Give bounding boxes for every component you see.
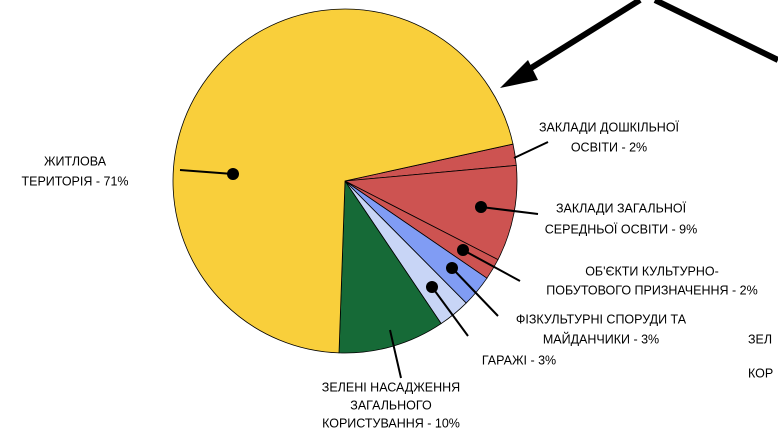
arrow-head: [500, 60, 538, 88]
slice-label: СЕРЕДНЬОЇ ОСВІТИ - 9%: [545, 222, 697, 236]
leader-line: [179, 169, 234, 175]
pie-slice: [338, 179, 442, 354]
slice-label: ЗАКЛАДИ ЗАГАЛЬНОЇ: [556, 201, 687, 215]
leader-dot: [426, 281, 438, 293]
leader-dot: [457, 244, 469, 256]
leader-line: [480, 206, 539, 215]
arrow-shaft: [513, 0, 642, 81]
pie-slice: [172, 8, 514, 354]
slice-label: ТЕРИТОРІЯ - 71%: [21, 174, 128, 188]
leader-line: [431, 286, 469, 337]
slice-label: МАЙДАНЧИКИ - 3%: [543, 331, 659, 346]
slice-label: ОБ'ЄКТИ КУЛЬТУРНО-: [585, 264, 719, 278]
leader-line: [462, 249, 521, 282]
cropped-label: ЗЕЛ: [748, 332, 772, 346]
leader-dot: [446, 262, 458, 274]
slice-label: ГАРАЖІ - 3%: [482, 353, 556, 367]
slice-label: ФІЗКУЛЬТУРНІ СПОРУДИ ТА: [516, 312, 687, 326]
slice-label: ОСВІТИ - 2%: [571, 140, 647, 154]
leader-line: [513, 141, 549, 159]
leader-line: [389, 329, 402, 379]
slice-label: ЗАКЛАДИ ДОШКІЛЬНОЇ: [539, 120, 680, 134]
arrow-shaft: [653, 0, 778, 63]
slice-label: КОРИСТУВАННЯ - 10%: [322, 416, 460, 430]
slice-label: ЗАГАЛЬНОГО: [350, 398, 432, 412]
slice-label: ПОБУТОВОГО ПРИЗНАЧЕННЯ - 2%: [546, 283, 757, 297]
leader-dot: [475, 201, 487, 213]
pie-slice: [343, 164, 518, 261]
cropped-label: КОР: [748, 366, 773, 380]
leader-dot: [227, 168, 239, 180]
slice-label: ЗЕЛЕНІ НАСАДЖЕННЯ: [322, 380, 460, 394]
leader-line: [451, 267, 499, 317]
slice-label: ЖИТЛОВА: [44, 154, 107, 168]
